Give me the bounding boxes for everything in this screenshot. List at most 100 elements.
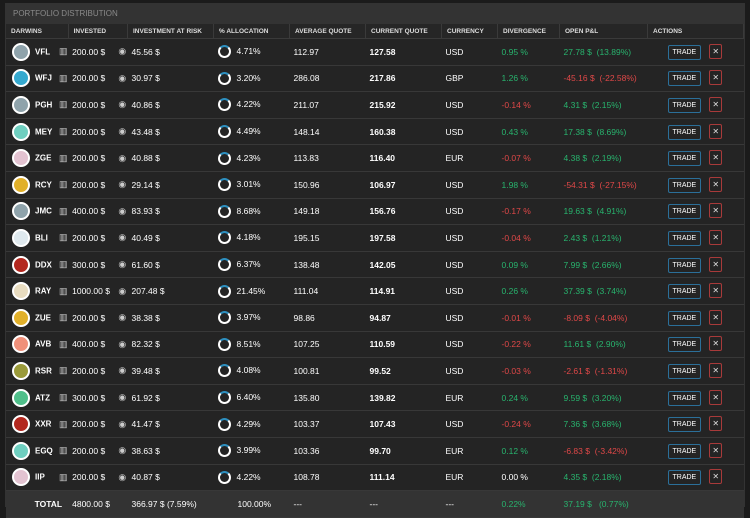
eye-icon[interactable]: ◉ [118, 232, 127, 243]
bar-chart-icon[interactable]: ▥ [59, 285, 68, 296]
column-header[interactable]: INVESTED [68, 24, 129, 39]
darwin-name[interactable]: ZUE [35, 312, 51, 322]
darwin-name[interactable]: WFJ [35, 73, 52, 83]
close-button[interactable]: ✕ [709, 229, 723, 245]
column-header[interactable]: INVESTMENT AT RISK [127, 24, 214, 39]
trade-button[interactable]: TRADE [667, 44, 702, 60]
close-button[interactable]: ✕ [709, 43, 723, 59]
divergence: -0.22 % [497, 331, 560, 359]
column-header[interactable]: ACTIONS [647, 24, 744, 39]
bar-chart-icon[interactable]: ▥ [59, 312, 68, 323]
darwin-name[interactable]: AVB [35, 339, 52, 349]
trade-button[interactable]: TRADE [667, 443, 702, 459]
eye-icon[interactable]: ◉ [118, 259, 127, 270]
darwin-name[interactable]: RSR [35, 366, 52, 376]
open-pnl-percent: (-1.31%) [594, 365, 628, 376]
close-button[interactable]: ✕ [709, 283, 723, 299]
bar-chart-icon[interactable]: ▥ [59, 259, 68, 270]
darwin-name[interactable]: IIP [35, 472, 45, 482]
trade-button[interactable]: TRADE [667, 151, 702, 167]
bar-chart-icon[interactable]: ▥ [59, 365, 68, 376]
open-pnl: -2.61 $ [563, 365, 590, 376]
eye-icon[interactable]: ◉ [118, 72, 127, 83]
darwin-name[interactable]: VFL [35, 47, 51, 57]
darwin-name[interactable]: DDX [35, 259, 52, 269]
eye-icon[interactable]: ◉ [118, 338, 127, 349]
darwin-name[interactable]: EGQ [35, 445, 53, 455]
close-button[interactable]: ✕ [709, 469, 723, 485]
bar-chart-icon[interactable]: ▥ [59, 152, 68, 163]
total-risk: 366.97 $ (7.59%) [127, 490, 214, 518]
close-button[interactable]: ✕ [709, 416, 723, 432]
trade-button[interactable]: TRADE [667, 337, 702, 353]
bar-chart-icon[interactable]: ▥ [59, 72, 68, 83]
close-button[interactable]: ✕ [709, 70, 723, 86]
eye-icon[interactable]: ◉ [118, 418, 127, 429]
trade-button[interactable]: TRADE [667, 363, 702, 379]
close-button[interactable]: ✕ [709, 123, 723, 139]
column-header[interactable]: OPEN P&L [559, 24, 648, 39]
bar-chart-icon[interactable]: ▥ [59, 99, 68, 110]
trade-button[interactable]: TRADE [667, 310, 702, 326]
eye-icon[interactable]: ◉ [118, 445, 127, 456]
trade-button[interactable]: TRADE [667, 284, 702, 300]
trade-button[interactable]: TRADE [667, 177, 702, 193]
close-button[interactable]: ✕ [709, 256, 723, 272]
column-header[interactable]: AVERAGE QUOTE [289, 24, 366, 39]
darwin-name[interactable]: ATZ [35, 392, 50, 402]
darwin-name[interactable]: JMC [35, 206, 52, 216]
bar-chart-icon[interactable]: ▥ [59, 392, 68, 403]
trade-button[interactable]: TRADE [667, 204, 702, 220]
bar-chart-icon[interactable]: ▥ [59, 232, 68, 243]
eye-icon[interactable]: ◉ [118, 365, 127, 376]
eye-icon[interactable]: ◉ [118, 179, 127, 190]
trade-button[interactable]: TRADE [667, 97, 702, 113]
darwin-name[interactable]: RCY [35, 180, 52, 190]
trade-button[interactable]: TRADE [667, 257, 702, 273]
trade-button[interactable]: TRADE [667, 124, 702, 140]
close-button[interactable]: ✕ [709, 309, 723, 325]
eye-icon[interactable]: ◉ [118, 205, 127, 216]
darwin-name[interactable]: ZGE [35, 153, 52, 163]
close-button[interactable]: ✕ [709, 362, 723, 378]
column-header[interactable]: DIVERGENCE [497, 24, 560, 39]
eye-icon[interactable]: ◉ [118, 285, 127, 296]
eye-icon[interactable]: ◉ [118, 46, 127, 57]
eye-icon[interactable]: ◉ [118, 312, 127, 323]
column-header[interactable]: % ALLOCATION [213, 24, 290, 39]
eye-icon[interactable]: ◉ [118, 126, 127, 137]
close-button[interactable]: ✕ [709, 336, 723, 352]
trade-button[interactable]: TRADE [667, 71, 702, 87]
bar-chart-icon[interactable]: ▥ [59, 126, 68, 137]
close-button[interactable]: ✕ [709, 150, 723, 166]
bar-chart-icon[interactable]: ▥ [59, 179, 68, 190]
darwin-name[interactable]: RAY [35, 286, 52, 296]
trade-button[interactable]: TRADE [667, 390, 702, 406]
average-quote: 100.81 [289, 357, 366, 385]
close-button[interactable]: ✕ [709, 176, 723, 192]
close-button[interactable]: ✕ [709, 442, 723, 458]
close-button[interactable]: ✕ [709, 203, 723, 219]
bar-chart-icon[interactable]: ▥ [59, 471, 68, 482]
darwin-name[interactable]: XXR [35, 419, 52, 429]
close-button[interactable]: ✕ [709, 96, 723, 112]
bar-chart-icon[interactable]: ▥ [59, 445, 68, 456]
trade-button[interactable]: TRADE [667, 417, 702, 433]
column-header[interactable]: CURRENCY [441, 24, 498, 39]
close-button[interactable]: ✕ [709, 389, 723, 405]
eye-icon[interactable]: ◉ [118, 471, 127, 482]
eye-icon[interactable]: ◉ [118, 99, 127, 110]
bar-chart-icon[interactable]: ▥ [59, 205, 68, 216]
eye-icon[interactable]: ◉ [118, 392, 127, 403]
bar-chart-icon[interactable]: ▥ [59, 46, 68, 57]
trade-button[interactable]: TRADE [667, 230, 702, 246]
darwin-name[interactable]: BLI [35, 233, 48, 243]
eye-icon[interactable]: ◉ [118, 152, 127, 163]
bar-chart-icon[interactable]: ▥ [59, 338, 68, 349]
darwin-name[interactable]: MEY [35, 126, 53, 136]
trade-button[interactable]: TRADE [667, 470, 702, 486]
bar-chart-icon[interactable]: ▥ [59, 418, 68, 429]
column-header[interactable]: CURRENT QUOTE [365, 24, 442, 39]
column-header[interactable]: DARWINS [6, 24, 69, 39]
darwin-name[interactable]: PGH [35, 100, 53, 110]
